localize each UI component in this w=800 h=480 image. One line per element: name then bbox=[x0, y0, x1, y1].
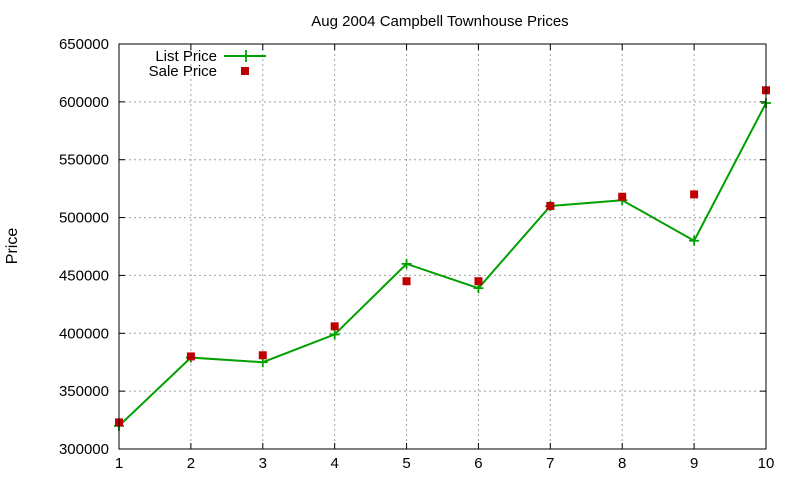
y-tick-label: 500000 bbox=[59, 210, 109, 227]
legend-label-list-price: List Price bbox=[155, 48, 217, 65]
series-line-list-price bbox=[118, 102, 767, 427]
y-tick-label: 300000 bbox=[59, 441, 109, 458]
data-point-list-price bbox=[689, 235, 700, 246]
y-tick-label: 600000 bbox=[59, 94, 109, 111]
data-point-list-price bbox=[401, 258, 412, 269]
y-tick-label: 650000 bbox=[59, 36, 109, 53]
x-tick-label: 1 bbox=[115, 455, 123, 472]
legend-label-sale-price: Sale Price bbox=[149, 63, 217, 80]
data-point-sale-price bbox=[690, 190, 699, 199]
x-tick-label: 5 bbox=[402, 455, 410, 472]
plot-frame bbox=[118, 43, 767, 450]
data-point-sale-price bbox=[474, 277, 483, 286]
y-tick-label: 350000 bbox=[59, 383, 109, 400]
legend-marker-list-price bbox=[240, 50, 252, 62]
axes: 1 2 3 4 5 6 7 8 9 10 300000 350000 400000 450000 50000… bbox=[59, 36, 774, 472]
grid-lines bbox=[119, 44, 766, 449]
y-tick-label: 400000 bbox=[59, 325, 109, 342]
data-point-list-price bbox=[329, 329, 340, 340]
x-tick-label: 7 bbox=[546, 455, 554, 472]
y-tick-label: 550000 bbox=[59, 152, 109, 169]
x-tick-label: 8 bbox=[618, 455, 626, 472]
data-point-sale-price bbox=[186, 352, 195, 361]
x-tick-label: 6 bbox=[474, 455, 482, 472]
y-tick-label: 450000 bbox=[59, 267, 109, 284]
x-tick-label: 9 bbox=[690, 455, 698, 472]
x-tick-label: 2 bbox=[187, 455, 195, 472]
x-tick-label: 4 bbox=[330, 455, 338, 472]
x-tick-label: 3 bbox=[259, 455, 267, 472]
y-axis-label: Price bbox=[4, 228, 21, 265]
data-point-sale-price bbox=[330, 322, 339, 331]
legend-marker-sale-price bbox=[241, 67, 249, 75]
x-tick-label: 10 bbox=[758, 455, 775, 472]
plot-series bbox=[114, 86, 771, 431]
chart-title: Aug 2004 Campbell Townhouse Prices bbox=[311, 13, 568, 30]
data-point-sale-price bbox=[546, 202, 555, 210]
data-point-sale-price bbox=[258, 351, 267, 360]
data-point-sale-price bbox=[618, 192, 627, 201]
data-point-sale-price bbox=[402, 277, 411, 286]
legend: List Price Sale Price bbox=[149, 48, 266, 80]
